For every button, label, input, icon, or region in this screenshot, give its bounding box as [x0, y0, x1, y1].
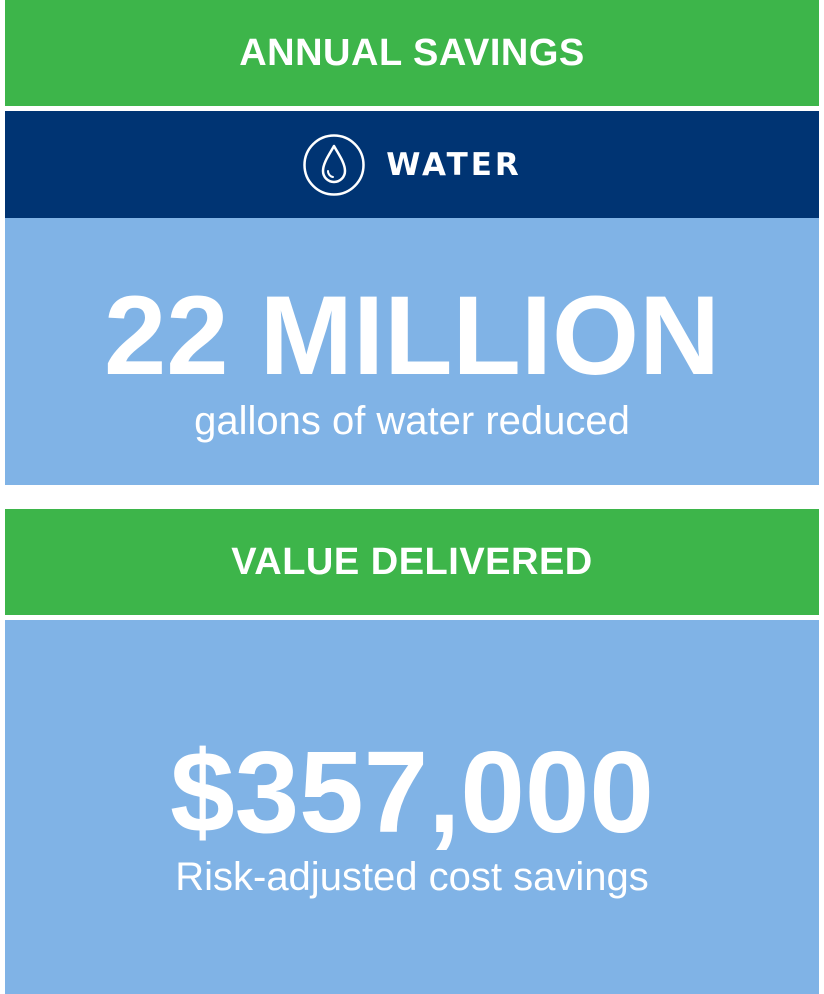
annual-savings-heading: ANNUAL SAVINGS [239, 31, 585, 74]
water-category-band: WATER [5, 111, 819, 218]
water-savings-figure: 22 MILLION [103, 273, 721, 398]
water-savings-block: 22 MILLION gallons of water reduced [5, 218, 819, 485]
value-delivered-caption: Risk-adjusted cost savings [175, 855, 649, 899]
water-savings-caption: gallons of water reduced [194, 399, 630, 443]
value-delivered-block: $357,000 Risk-adjusted cost savings [5, 620, 819, 994]
water-label: WATER [386, 146, 522, 183]
value-delivered-heading: VALUE DELIVERED [231, 540, 593, 583]
value-delivered-header: VALUE DELIVERED [5, 509, 819, 615]
value-delivered-figure: $357,000 [170, 727, 654, 857]
water-drop-icon [302, 133, 366, 197]
annual-savings-header: ANNUAL SAVINGS [5, 0, 819, 106]
